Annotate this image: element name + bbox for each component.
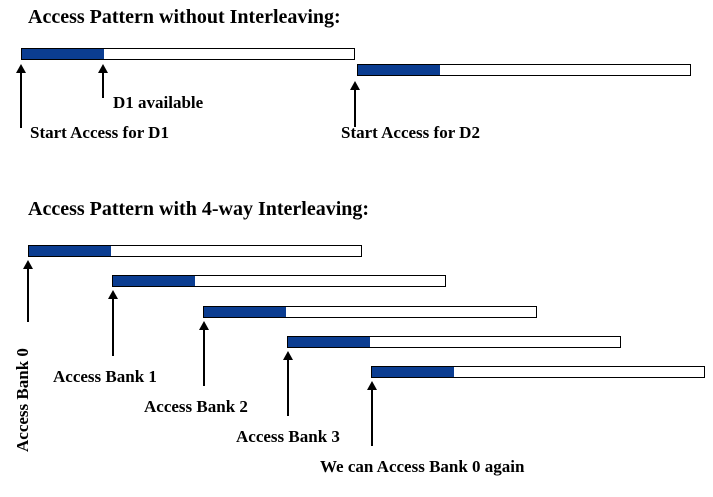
d1-available-label: D1 available (113, 93, 204, 112)
bank1-bar (112, 275, 446, 287)
access-bar-d1 (21, 48, 355, 60)
bank2-label: Access Bank 2 (144, 397, 248, 416)
start-d1-arrow (16, 64, 26, 128)
access-bar-d2 (357, 64, 691, 76)
bank3-arrow (283, 351, 293, 416)
title-with-interleaving: Access Pattern with 4-way Interleaving: (28, 198, 370, 220)
access-bar-d2-fill (358, 65, 440, 75)
bank0-bar-fill (29, 246, 111, 256)
bank3-bar (287, 336, 621, 348)
bank0-again-label: We can Access Bank 0 again (320, 457, 525, 476)
bank0-arrow (23, 260, 33, 322)
bank3-label: Access Bank 3 (236, 427, 340, 446)
bank1-bar-fill (113, 276, 195, 286)
bank1-label: Access Bank 1 (53, 367, 157, 386)
bank2-bar (203, 306, 537, 318)
bank3-bar-fill (288, 337, 370, 347)
bank0-again-arrow (367, 381, 377, 446)
bank0-label: Access Bank 0 (13, 348, 32, 452)
title-without-interleaving: Access Pattern without Interleaving: (28, 6, 341, 28)
d1-available-arrow (98, 64, 108, 98)
bank2-arrow (199, 321, 209, 386)
bank0-again-bar-fill (372, 367, 454, 377)
bank1-arrow (108, 290, 118, 356)
bank0-again-bar (371, 366, 705, 378)
start-d2-arrow (350, 81, 360, 127)
bank0-bar (28, 245, 362, 257)
bank2-bar-fill (204, 307, 286, 317)
access-bar-d1-fill (22, 49, 104, 59)
start-d2-label: Start Access for D2 (341, 123, 480, 142)
start-d1-label: Start Access for D1 (30, 123, 169, 142)
